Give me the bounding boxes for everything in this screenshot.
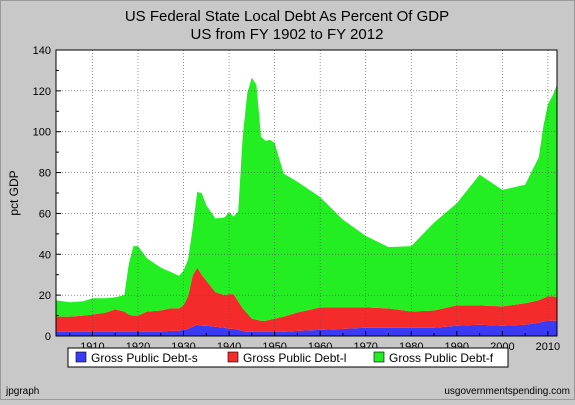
y-tick-label: 120 — [33, 86, 51, 98]
y-tick-label: 40 — [39, 249, 51, 261]
x-tick-label: 2010 — [536, 341, 560, 353]
y-tick-label: 80 — [39, 168, 51, 180]
footer-right: usgovernmentspending.com — [444, 386, 570, 397]
y-tick-label: 140 — [33, 45, 51, 57]
legend-swatch-3 — [373, 351, 385, 363]
legend-label-2: Gross Public Debt-l — [243, 351, 346, 365]
chart-title: US Federal State Local Debt As Percent O… — [125, 8, 449, 25]
y-axis-label: pct GDP — [7, 170, 21, 215]
legend-swatch-1 — [75, 351, 87, 363]
legend-label-1: Gross Public Debt-s — [91, 351, 198, 365]
y-tick-label: 20 — [39, 290, 51, 302]
area-series-1 — [56, 320, 557, 336]
chart-subtitle: US from FY 1902 to FY 2012 — [191, 26, 384, 43]
legend-box — [67, 347, 509, 368]
area-series-3 — [56, 77, 557, 321]
legend-swatch-2 — [227, 351, 239, 363]
footer-left: jpgraph — [5, 386, 39, 397]
area-series-2 — [56, 267, 557, 332]
y-tick-label: 100 — [33, 127, 51, 139]
legend: Gross Public Debt-s Gross Public Debt-l Gr… — [67, 347, 509, 368]
legend-label-3: Gross Public Debt-f — [389, 351, 494, 365]
y-tick-label: 0 — [45, 331, 51, 343]
y-tick-label: 60 — [39, 208, 51, 220]
